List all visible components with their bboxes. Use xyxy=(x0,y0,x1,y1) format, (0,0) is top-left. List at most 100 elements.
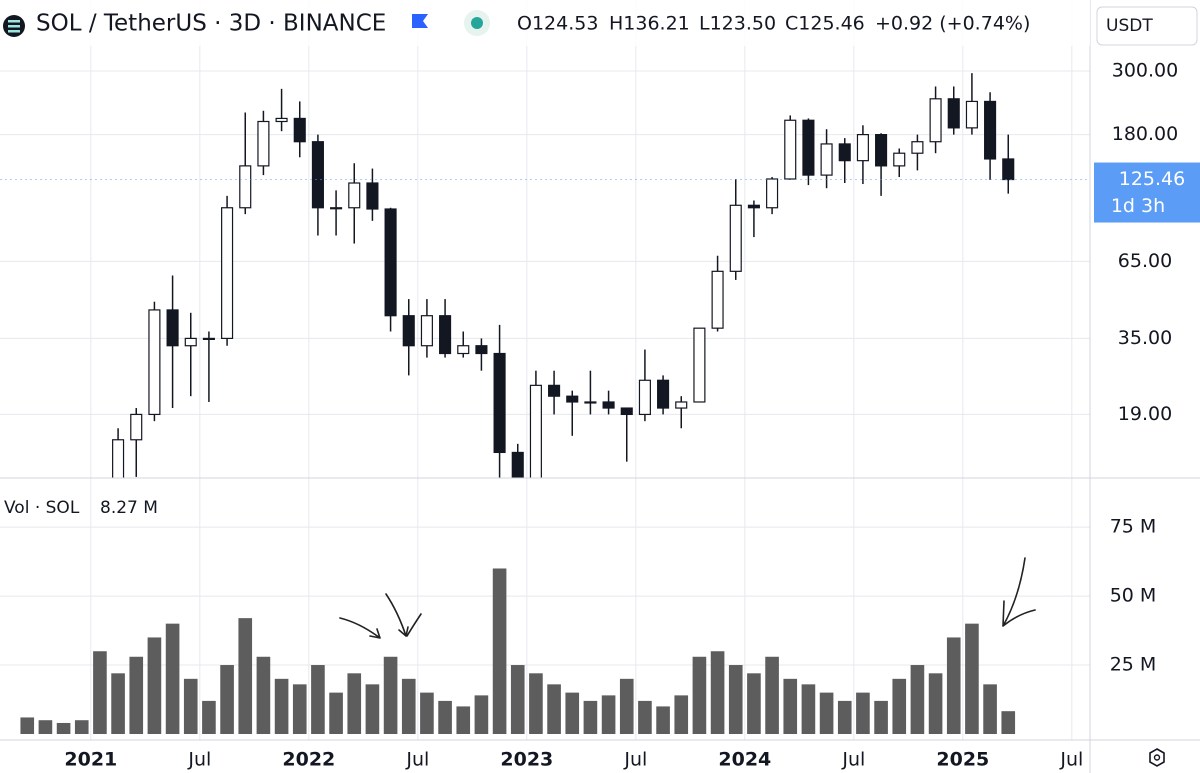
x-tick-label: 2025 xyxy=(936,749,989,771)
volume-bar xyxy=(747,673,761,734)
volume-bar xyxy=(892,678,907,734)
candle-body xyxy=(402,315,415,347)
x-tick-label: 2022 xyxy=(282,749,335,771)
ohlc-high: H136.21 xyxy=(609,13,690,35)
volume-bar xyxy=(165,623,180,734)
x-tick-label: Jul xyxy=(841,749,865,771)
volume-bar xyxy=(728,665,743,734)
volume-bar xyxy=(20,717,35,734)
volume-bar xyxy=(765,656,779,734)
volume-bar xyxy=(129,656,144,734)
x-tick-label: Jul xyxy=(1059,749,1083,771)
volume-bar xyxy=(619,678,634,734)
candle-body xyxy=(1002,158,1015,181)
price-pane xyxy=(22,73,1015,730)
arrow xyxy=(339,617,381,639)
candle-body xyxy=(511,451,524,478)
candle-body xyxy=(330,207,343,210)
currency-selector[interactable] xyxy=(1096,6,1198,46)
candle-body xyxy=(657,379,670,409)
candle-body xyxy=(747,204,760,209)
volume-bar xyxy=(365,684,380,734)
volume-bar xyxy=(256,656,271,734)
candle-body xyxy=(166,309,179,347)
candle-body xyxy=(420,315,433,347)
volume-bar xyxy=(1001,711,1016,734)
volume-bar xyxy=(93,651,107,734)
y-tick-label: 50 M xyxy=(1110,585,1157,607)
candle-body xyxy=(221,207,234,340)
volume-bar xyxy=(38,720,53,734)
candle-body xyxy=(293,117,306,143)
candle-body xyxy=(457,345,470,355)
candle-body xyxy=(802,119,815,176)
candle-body xyxy=(620,407,633,416)
volume-bar xyxy=(928,673,943,734)
volume-bar xyxy=(292,684,307,734)
x-tick-label: 2023 xyxy=(500,749,553,771)
volume-bar xyxy=(783,678,798,734)
candle-body xyxy=(22,625,33,648)
header-bg xyxy=(0,0,1090,46)
candle-body xyxy=(566,395,579,403)
candle-body xyxy=(311,141,324,209)
volume-bar xyxy=(856,692,870,734)
volume-pane xyxy=(20,568,1016,734)
last-price-tag xyxy=(1094,162,1200,223)
market-status[interactable] xyxy=(471,17,483,29)
volume-bar xyxy=(220,665,234,734)
y-tick-label: 65.00 xyxy=(1118,250,1172,272)
volume-bar xyxy=(56,722,71,734)
volume-bar xyxy=(583,700,598,734)
volume-bar xyxy=(946,637,961,734)
volume-bar xyxy=(492,568,507,734)
candle-body xyxy=(112,439,125,478)
volume-bar xyxy=(274,678,289,734)
candle-body xyxy=(875,134,888,167)
volume-bar xyxy=(529,673,543,734)
volume-bar xyxy=(674,695,689,734)
y-tick-label: 25 M xyxy=(1110,654,1157,676)
candle-body xyxy=(202,337,215,341)
candle-body xyxy=(548,384,561,397)
y-tick-label: 35.00 xyxy=(1118,327,1172,349)
volume-bar xyxy=(438,700,452,734)
candle-body xyxy=(529,384,542,478)
settings-icon[interactable] xyxy=(1149,748,1165,767)
candle-body xyxy=(711,270,724,329)
symbol-title[interactable]: SOL / TetherUS · 3D · BINANCE xyxy=(36,11,386,37)
volume-bar xyxy=(329,692,343,734)
ohlc-low: L123.50 xyxy=(699,13,776,35)
volume-bar xyxy=(837,700,852,734)
volume-bar xyxy=(710,651,725,734)
candle-body xyxy=(984,100,997,160)
candle-body xyxy=(638,379,651,416)
candle-body xyxy=(439,315,452,355)
settings-icon-center xyxy=(1153,754,1161,761)
ohlc-open: O124.53 xyxy=(517,13,598,35)
candle-body xyxy=(239,165,252,209)
x-tick-label: 2024 xyxy=(718,749,771,771)
currency-label[interactable]: USDT xyxy=(1106,16,1153,36)
candle-body xyxy=(947,98,960,129)
volume-bar xyxy=(383,656,398,734)
volume-bar xyxy=(601,695,616,734)
logo-stripe xyxy=(8,20,20,23)
volume-bar xyxy=(456,706,471,734)
volume-bar xyxy=(656,706,670,734)
candle-body xyxy=(148,309,161,416)
x-tick-label: 2021 xyxy=(64,749,117,771)
volume-bar xyxy=(111,673,125,734)
candle-body xyxy=(893,152,906,167)
countdown-label: 1d 3h xyxy=(1111,195,1165,217)
volume-bar xyxy=(801,684,816,734)
candle-body xyxy=(40,648,51,730)
flag-icon[interactable] xyxy=(412,14,428,28)
candle-body xyxy=(856,134,869,162)
candle-body xyxy=(784,119,797,180)
logo-stripe xyxy=(8,25,20,28)
candle-body xyxy=(820,143,833,176)
x-tick-label: Jul xyxy=(187,749,211,771)
candle-body xyxy=(130,413,143,441)
ohlc-change: +0.92 (+0.74%) xyxy=(875,13,1030,35)
